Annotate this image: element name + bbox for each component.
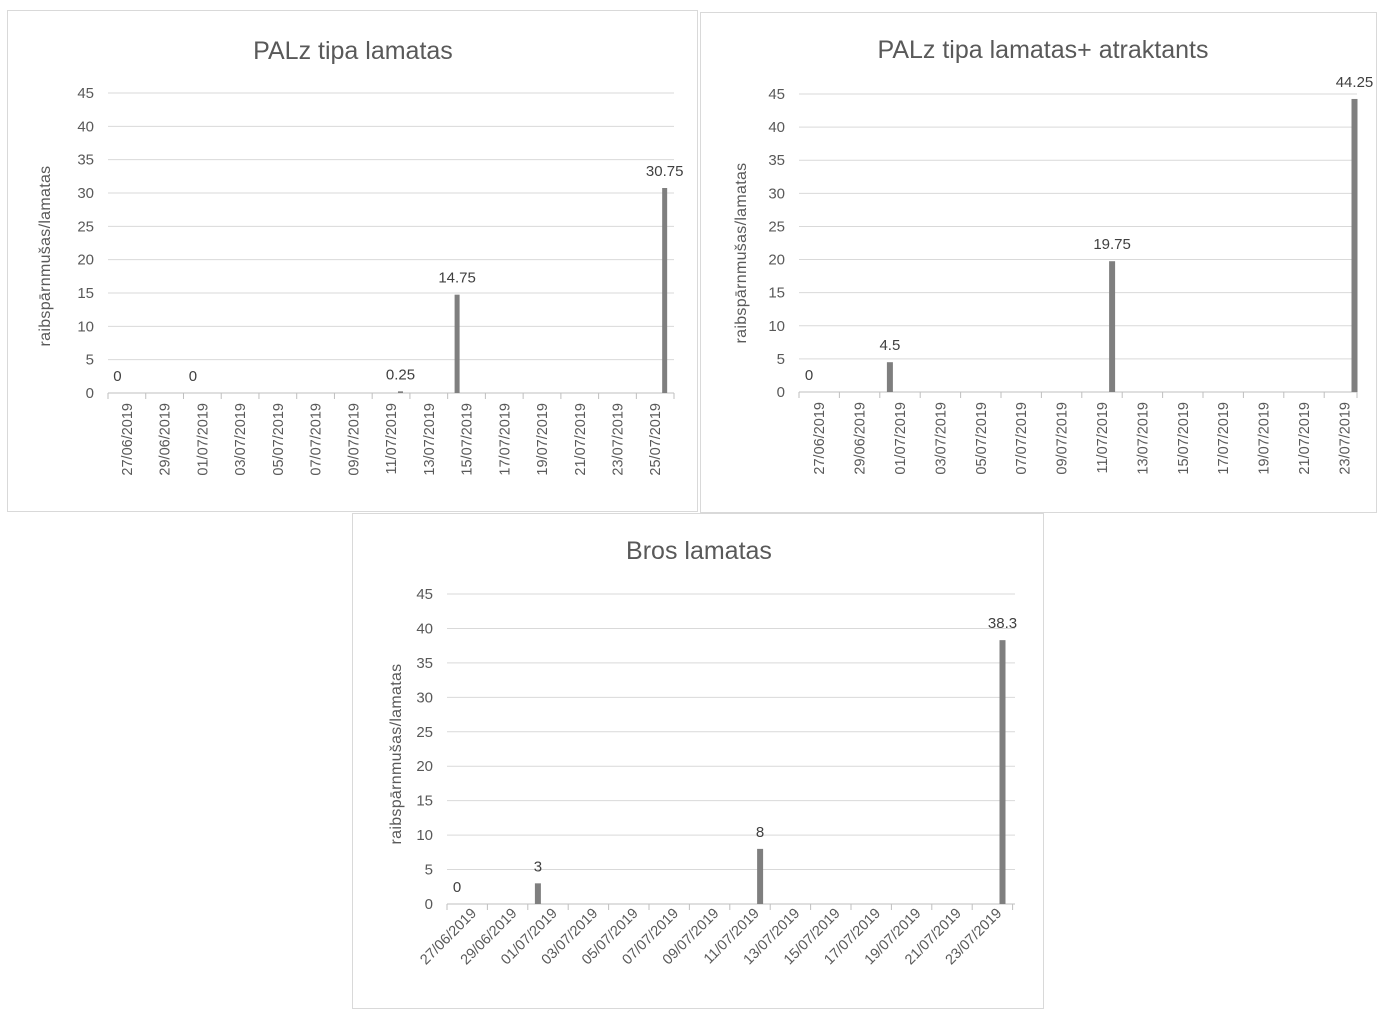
x-tick-label: 17/07/2019 xyxy=(497,403,513,476)
chart-title: Bros lamatas xyxy=(626,537,772,565)
bar xyxy=(454,294,460,393)
y-tick-label: 35 xyxy=(768,152,785,169)
x-tick-label: 09/07/2019 xyxy=(346,403,362,476)
y-tick-label: 10 xyxy=(77,318,94,335)
data-label: 0 xyxy=(113,368,121,385)
bar xyxy=(1351,98,1358,392)
data-label: 0.25 xyxy=(386,366,415,383)
bar xyxy=(534,883,541,904)
x-tick-label: 01/07/2019 xyxy=(893,402,909,475)
data-label: 44.25 xyxy=(1336,74,1374,91)
y-tick-label: 30 xyxy=(77,185,94,202)
x-tick-label: 29/06/2019 xyxy=(158,403,174,476)
x-tick-label: 13/07/2019 xyxy=(422,403,438,476)
y-tick-label: 40 xyxy=(768,119,785,136)
y-tick-label: 10 xyxy=(768,318,785,335)
x-tick-label: 11/07/2019 xyxy=(1095,402,1111,474)
data-label: 0 xyxy=(453,879,461,896)
chart-title: PALz tipa lamatas+ atraktants xyxy=(878,36,1209,64)
y-tick-label: 45 xyxy=(768,86,785,103)
data-label: 19.75 xyxy=(1093,236,1131,253)
x-tick-label: 03/07/2019 xyxy=(233,403,249,476)
y-axis-label: raibspārnmušas/lamatas xyxy=(37,166,54,347)
y-tick-label: 10 xyxy=(416,827,433,844)
bar xyxy=(662,188,668,393)
y-tick-label: 20 xyxy=(416,758,433,775)
y-tick-label: 0 xyxy=(425,896,433,913)
x-tick-label: 29/06/2019 xyxy=(853,402,869,475)
y-tick-label: 5 xyxy=(425,862,433,879)
data-label: 0 xyxy=(805,367,813,384)
x-tick-label: 05/07/2019 xyxy=(271,403,287,476)
y-tick-label: 15 xyxy=(77,285,94,302)
y-tick-label: 0 xyxy=(86,385,94,402)
x-tick-label: 13/07/2019 xyxy=(1135,402,1151,475)
y-tick-label: 45 xyxy=(416,586,433,603)
y-tick-label: 45 xyxy=(77,85,94,102)
data-label: 3 xyxy=(534,858,542,875)
y-axis-label: raibspārnmušas/lamatas xyxy=(388,664,405,845)
chart-svg: Bros lamatas raibspārnmušas/lamatas 0 5 10 15… xyxy=(388,537,1017,968)
chart-svg: PALz tipa lamatas raibspārnmušas/lamatas 0… xyxy=(37,37,684,476)
data-label: 30.75 xyxy=(646,163,684,180)
y-tick-label: 0 xyxy=(777,384,785,401)
bar xyxy=(397,391,403,393)
data-label: 38.3 xyxy=(988,615,1017,632)
y-tick-label: 40 xyxy=(77,118,94,135)
x-tick-label: 23/07/2019 xyxy=(610,403,626,476)
x-tick-label: 21/07/2019 xyxy=(1297,402,1313,475)
y-tick-label: 25 xyxy=(77,218,94,235)
y-tick-label: 25 xyxy=(416,724,433,741)
chart-panel-palz: PALz tipa lamatas raibspārnmušas/lamatas 0… xyxy=(7,10,698,512)
x-tick-label: 17/07/2019 xyxy=(1216,402,1232,475)
y-tick-label: 5 xyxy=(777,351,785,368)
y-tick-label: 35 xyxy=(416,655,433,672)
x-tick-label: 27/06/2019 xyxy=(120,403,136,476)
bar xyxy=(757,848,764,904)
y-tick-label: 5 xyxy=(86,352,94,369)
y-tick-label: 30 xyxy=(416,689,433,706)
x-tick-label: 09/07/2019 xyxy=(1055,402,1071,475)
y-tick-label: 15 xyxy=(768,285,785,302)
x-tick-label: 05/07/2019 xyxy=(974,402,990,475)
x-tick-label: 21/07/2019 xyxy=(573,403,589,476)
x-tick-label: 15/07/2019 xyxy=(460,403,476,476)
y-tick-label: 15 xyxy=(416,793,433,810)
x-tick-label: 27/06/2019 xyxy=(812,402,828,475)
x-tick-label: 19/07/2019 xyxy=(535,403,551,476)
x-tick-label: 07/07/2019 xyxy=(309,403,325,476)
chart-panel-bros: Bros lamatas raibspārnmušas/lamatas 0 5 10 15… xyxy=(352,513,1044,1009)
y-tick-label: 20 xyxy=(77,252,94,269)
y-tick-label: 35 xyxy=(77,152,94,169)
x-tick-label: 15/07/2019 xyxy=(1176,402,1192,475)
x-tick-label: 19/07/2019 xyxy=(1257,402,1273,475)
y-tick-label: 20 xyxy=(768,252,785,269)
y-tick-label: 25 xyxy=(768,218,785,235)
x-tick-label: 07/07/2019 xyxy=(1014,402,1030,475)
y-tick-label: 40 xyxy=(416,620,433,637)
data-label: 0 xyxy=(189,368,197,385)
bar xyxy=(1109,261,1116,392)
chart-svg: PALz tipa lamatas+ atraktants raibspārnmu… xyxy=(733,36,1374,475)
x-tick-label: 03/07/2019 xyxy=(933,402,949,475)
data-label: 4.5 xyxy=(879,337,900,354)
bar xyxy=(999,640,1006,904)
x-tick-label: 23/07/2019 xyxy=(1337,402,1353,475)
x-tick-label: 11/07/2019 xyxy=(384,403,400,475)
y-axis-label: raibspārnmušas/lamatas xyxy=(733,163,750,344)
chart-panel-palz-atraktants: PALz tipa lamatas+ atraktants raibspārnmu… xyxy=(700,12,1377,513)
bar xyxy=(886,362,893,392)
chart-title: PALz tipa lamatas xyxy=(253,37,453,65)
x-tick-label: 25/07/2019 xyxy=(648,403,664,476)
data-label: 14.75 xyxy=(438,270,476,287)
data-label: 8 xyxy=(756,824,764,841)
y-tick-label: 30 xyxy=(768,185,785,202)
x-tick-label: 01/07/2019 xyxy=(195,403,211,476)
